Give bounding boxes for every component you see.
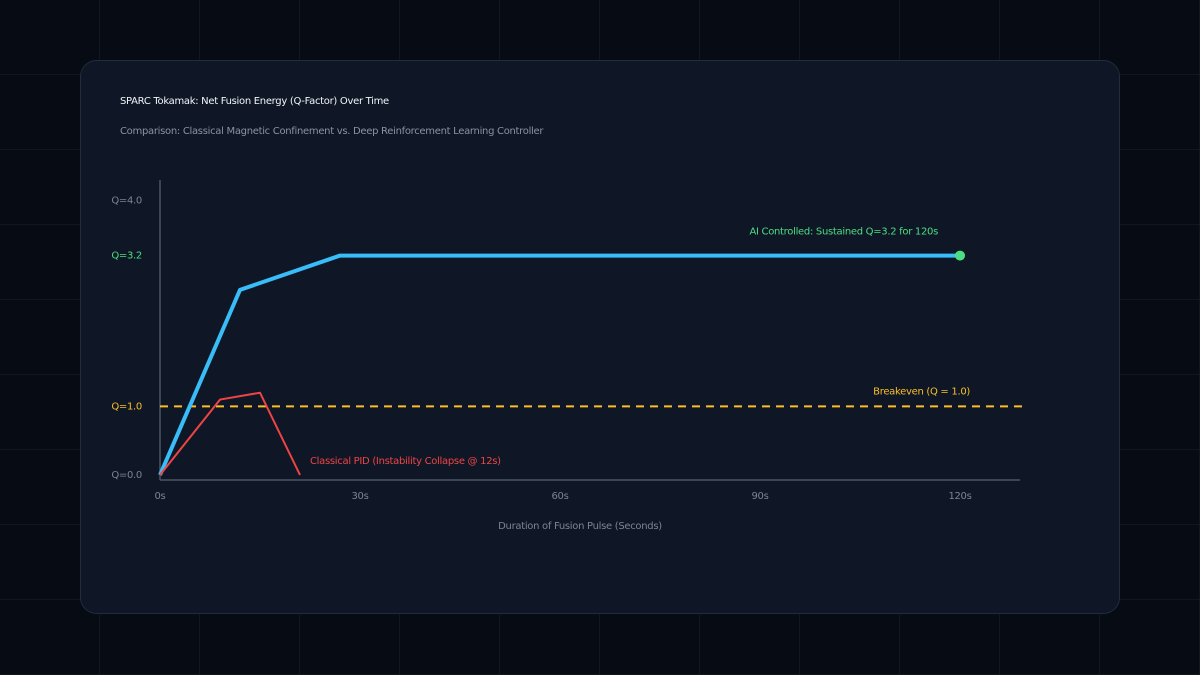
- end-marker: [955, 250, 965, 261]
- x-tick-label: 30s: [351, 491, 368, 502]
- series-label: Classical PID (Instability Collapse @ 12…: [310, 456, 501, 467]
- chart-title: SPARC Tokamak: Net Fusion Energy (Q-Fact…: [120, 96, 389, 107]
- reference-label: Breakeven (Q = 1.0): [873, 386, 970, 397]
- chart-subtitle: Comparison: Classical Magnetic Confineme…: [120, 126, 544, 137]
- y-tick-label: Q=0.0: [111, 470, 142, 481]
- y-tick-label: Q=4.0: [111, 196, 142, 207]
- x-tick-label: 90s: [751, 491, 768, 502]
- card: [80, 60, 1120, 614]
- x-tick-label: 0s: [155, 491, 166, 502]
- y-tick-label: Q=3.2: [111, 251, 142, 262]
- x-tick-label: 60s: [551, 491, 568, 502]
- series-line: [159, 391, 301, 476]
- series-line: [158, 253, 960, 476]
- x-axis-label: Duration of Fusion Pulse (Seconds): [498, 521, 662, 532]
- series-label: AI Controlled: Sustained Q=3.2 for 120s: [749, 227, 938, 238]
- y-tick-label: Q=1.0: [111, 401, 142, 412]
- x-tick-label: 120s: [948, 491, 971, 502]
